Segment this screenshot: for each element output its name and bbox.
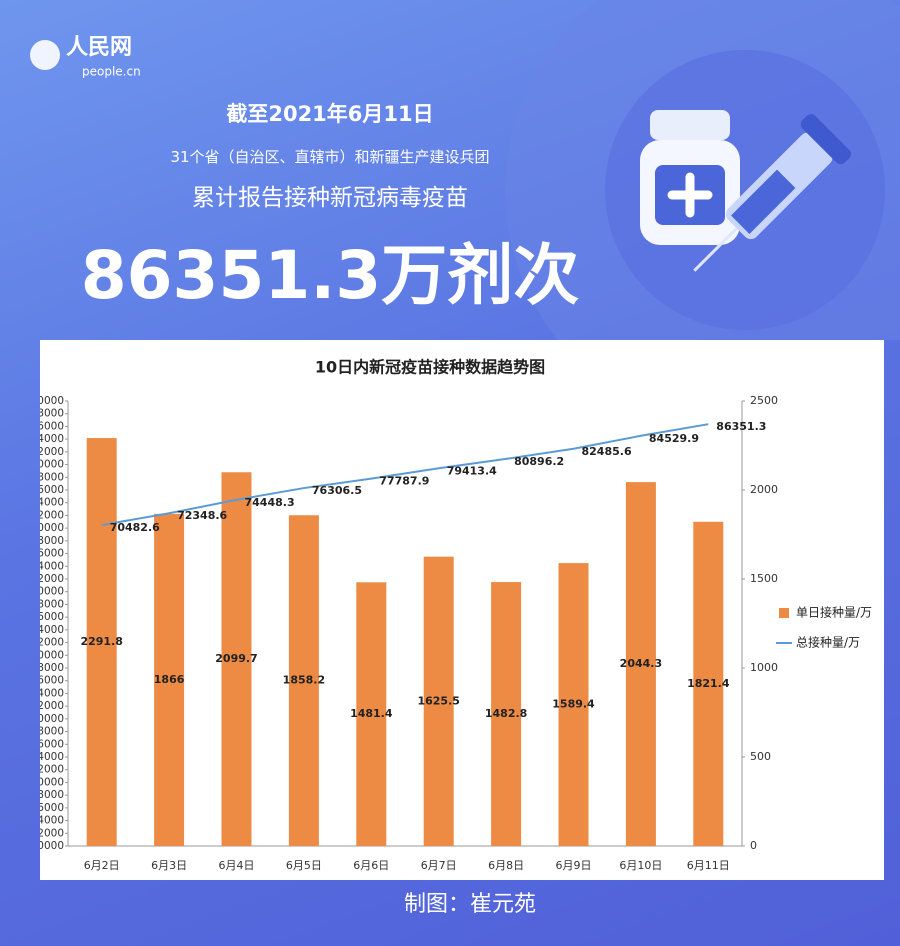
bar bbox=[693, 521, 724, 846]
bar-value-label: 2291.8 bbox=[80, 635, 122, 648]
line bbox=[101, 423, 709, 527]
x-tick-label: 6月10日 bbox=[619, 859, 662, 872]
y-tick-label: 64000 bbox=[40, 560, 64, 572]
y-tick-label: 82000 bbox=[40, 446, 64, 458]
y2-tick-label: 2000 bbox=[750, 483, 778, 496]
y-tick-label: 62000 bbox=[40, 573, 64, 585]
y-tick-label: 32000 bbox=[40, 764, 64, 776]
y-tick-label: 56000 bbox=[40, 611, 64, 623]
y-tick-label: 68000 bbox=[40, 535, 64, 547]
y-tick-label: 46000 bbox=[40, 675, 64, 687]
logo-icon bbox=[30, 40, 60, 70]
y-tick-label: 34000 bbox=[40, 751, 64, 763]
y-tick-label: 78000 bbox=[40, 471, 64, 483]
bar bbox=[491, 582, 522, 846]
legend-label: 单日接种量/万 bbox=[796, 605, 872, 620]
y-tick-label: 54000 bbox=[40, 624, 64, 636]
y-tick-label: 22000 bbox=[40, 827, 64, 839]
bar bbox=[625, 482, 656, 846]
bar-value-label: 1481.4 bbox=[350, 707, 393, 720]
line-value-label: 84529.9 bbox=[649, 432, 699, 445]
y-tick-label: 48000 bbox=[40, 662, 64, 674]
y2-tick-label: 500 bbox=[750, 750, 771, 763]
y-tick-label: 50000 bbox=[40, 649, 64, 661]
bar-value-label: 1821.4 bbox=[687, 677, 730, 690]
y-tick-label: 76000 bbox=[40, 484, 64, 496]
y-tick-label: 60000 bbox=[40, 586, 64, 598]
total: 86351.3万剂次 bbox=[80, 237, 580, 314]
y-tick-label: 86000 bbox=[40, 420, 64, 432]
decoration: 人民网 people.cn bbox=[30, 0, 900, 340]
bar bbox=[423, 556, 454, 846]
y-tick-label: 38000 bbox=[40, 726, 64, 738]
y-tick-label: 26000 bbox=[40, 802, 64, 814]
y2-tick-label: 1000 bbox=[750, 661, 778, 674]
line-value-label: 86351.3 bbox=[716, 420, 766, 433]
line-value-label: 70482.6 bbox=[110, 521, 160, 534]
y-tick-label: 74000 bbox=[40, 497, 64, 509]
line-value-label: 76306.5 bbox=[312, 484, 362, 497]
x-tick-label: 6月11日 bbox=[687, 859, 730, 872]
y-tick-label: 90000 bbox=[40, 395, 64, 407]
subtitle: 31个省（自治区、直辖市）和新疆生产建设兵团 bbox=[170, 148, 490, 166]
y-tick-label: 44000 bbox=[40, 687, 64, 699]
x-tick-label: 6月6日 bbox=[353, 859, 389, 872]
x-tick-label: 6月8日 bbox=[488, 859, 524, 872]
line-value-label: 72348.6 bbox=[177, 509, 227, 522]
x-tick-label: 6月7日 bbox=[421, 859, 457, 872]
y-tick-label: 28000 bbox=[40, 789, 64, 801]
y-tick-label: 30000 bbox=[40, 776, 64, 788]
legend-label: 总接种量/万 bbox=[796, 635, 860, 650]
line-value-label: 82485.6 bbox=[582, 445, 632, 458]
x-tick-label: 6月5日 bbox=[286, 859, 322, 872]
bar bbox=[86, 438, 117, 846]
y-tick-label: 58000 bbox=[40, 598, 64, 610]
x-tick-label: 6月2日 bbox=[84, 859, 120, 872]
bar bbox=[288, 515, 319, 846]
headline: 累计报告接种新冠病毒疫苗 bbox=[192, 185, 468, 211]
bar-value-label: 1589.4 bbox=[552, 698, 595, 711]
y-tick-label: 72000 bbox=[40, 509, 64, 521]
line-value-label: 74448.3 bbox=[245, 496, 295, 509]
bar-value-label: 1858.2 bbox=[283, 674, 325, 687]
logo-en: people.cn bbox=[82, 65, 141, 79]
y-tick-label: 52000 bbox=[40, 637, 64, 649]
y-tick-label: 42000 bbox=[40, 700, 64, 712]
y-tick-label: 40000 bbox=[40, 713, 64, 725]
line-value-label: 77787.9 bbox=[379, 475, 429, 488]
x-tick-label: 6月4日 bbox=[219, 859, 255, 872]
bar-value-label: 2099.7 bbox=[215, 652, 257, 665]
y-tick-label: 24000 bbox=[40, 815, 64, 827]
bar-value-label: 1866 bbox=[154, 673, 185, 686]
y-tick-label: 20000 bbox=[40, 840, 64, 852]
y-tick-label: 84000 bbox=[40, 433, 64, 445]
line-value-label: 80896.2 bbox=[514, 455, 564, 468]
y2-tick-label: 1500 bbox=[750, 572, 778, 585]
chart: 10日内新冠疫苗接种数据趋势图 200002200024000260002800… bbox=[31, 358, 872, 873]
y-tick-label: 88000 bbox=[40, 408, 64, 420]
y2-tick-label: 2500 bbox=[750, 394, 778, 407]
chart-panel: 10日内新冠疫苗接种数据趋势图 200002200024000260002800… bbox=[31, 340, 884, 880]
line-value-label: 79413.4 bbox=[447, 464, 497, 477]
chart-title: 10日内新冠疫苗接种数据趋势图 bbox=[315, 358, 545, 377]
bar bbox=[221, 472, 252, 846]
bar-value-label: 2044.3 bbox=[620, 657, 662, 670]
y-tick-label: 66000 bbox=[40, 548, 64, 560]
bar-value-label: 1625.5 bbox=[417, 694, 459, 707]
legend-swatch bbox=[779, 608, 789, 618]
credit: 制图：崔元苑 bbox=[403, 892, 536, 917]
bar bbox=[356, 582, 387, 846]
bar bbox=[558, 563, 589, 846]
y-tick-label: 36000 bbox=[40, 738, 64, 750]
y-tick-label: 70000 bbox=[40, 522, 64, 534]
date: 截至2021年6月11日 bbox=[226, 102, 434, 126]
y2-tick-label: 0 bbox=[750, 839, 757, 852]
bar-value-label: 1482.8 bbox=[485, 707, 527, 720]
x-tick-label: 6月3日 bbox=[151, 859, 187, 872]
x-tick-label: 6月9日 bbox=[556, 859, 592, 872]
logo-cn: 人民网 bbox=[66, 35, 132, 60]
bar bbox=[154, 513, 185, 846]
